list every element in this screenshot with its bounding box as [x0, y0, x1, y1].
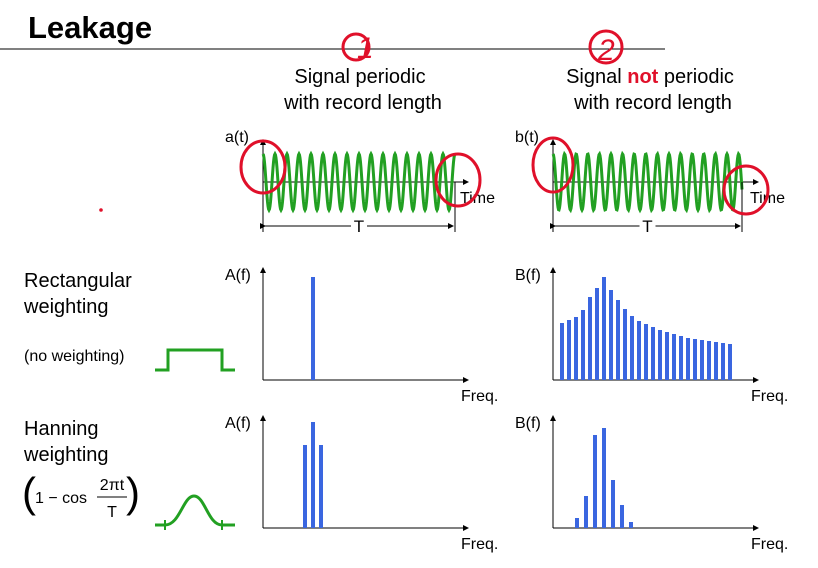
row-label: weighting [23, 444, 109, 466]
formula-numerator: 2πt [100, 477, 125, 494]
spectrum-line [319, 445, 323, 528]
paren: ( [22, 469, 36, 516]
y-label: b(t) [515, 129, 539, 146]
span-label: T [354, 217, 364, 236]
row-label: weighting [23, 296, 109, 318]
spectrum-line [581, 310, 585, 380]
hann-window [155, 494, 235, 527]
spectrum-line [672, 334, 676, 380]
spectrum-line [637, 321, 641, 380]
spectrum-line [686, 338, 690, 380]
spectrum-line [602, 428, 606, 528]
hand-circle [239, 139, 287, 195]
spectrum-line [616, 300, 620, 380]
spectrum-line [575, 518, 579, 528]
spectrum-line [629, 522, 633, 528]
y-label: B(f) [515, 415, 541, 432]
dot [99, 208, 103, 212]
spectrum-line [644, 324, 648, 380]
x-label: Freq. [751, 536, 788, 553]
span-label-bg [351, 217, 367, 235]
heading: Signal not periodic [566, 66, 734, 88]
signal [551, 150, 744, 214]
heading: Signal periodic [294, 66, 425, 88]
spectrum-line [311, 422, 315, 528]
spectrum-line [595, 288, 599, 380]
spectrum-line [728, 344, 732, 380]
heading-part: periodic [664, 66, 734, 88]
spectrum-line [623, 309, 627, 380]
hand-circle [531, 136, 575, 194]
spectrum-line [707, 341, 711, 380]
rect-window [155, 348, 235, 372]
spectrum-line [311, 277, 315, 380]
hand-mark: 1 [357, 32, 374, 65]
heading-emphasis: not [627, 66, 658, 88]
spectrum-line [651, 327, 655, 380]
spectrum-line [584, 496, 588, 528]
y-label: B(f) [515, 267, 541, 284]
spectrum-line [593, 435, 597, 528]
y-label: a(t) [225, 129, 249, 146]
hand-circle [434, 152, 482, 208]
x-label: Freq. [751, 388, 788, 405]
row-note: (no weighting) [24, 348, 125, 365]
spectrum-line [560, 323, 564, 380]
spectrum-line [609, 290, 613, 380]
row-label: Hanning [24, 418, 99, 440]
spectrum-line [714, 342, 718, 380]
spectrum-line [588, 297, 592, 380]
hand-circle [341, 32, 371, 62]
spectrum-line [630, 316, 634, 380]
formula-denominator: T [107, 504, 117, 521]
y-label: A(f) [225, 267, 251, 284]
spectrum-line [693, 339, 697, 380]
spectrum-line [665, 332, 669, 380]
heading: with record length [573, 92, 732, 114]
row-label: Rectangular [24, 270, 132, 292]
span-label: T [642, 217, 652, 236]
plots: Ta(t)TimeA(f)Freq.A(f)Freq.Tb(t)TimeB(f)… [225, 129, 788, 553]
spectrum-line [303, 445, 307, 528]
spectrum-line [679, 336, 683, 380]
hand-circle [722, 164, 770, 216]
x-label: Freq. [461, 536, 498, 553]
spectrum-line [700, 340, 704, 380]
paren: ) [126, 469, 140, 516]
spectrum-line [611, 480, 615, 528]
spectrum-line [620, 505, 624, 528]
spectrum-line [602, 277, 606, 380]
hand-circle [588, 29, 624, 65]
x-label: Freq. [461, 388, 498, 405]
span-label-bg [639, 217, 656, 235]
y-label: A(f) [225, 415, 251, 432]
hand-mark: 2 [597, 34, 615, 67]
spectrum-line [567, 320, 571, 380]
spectrum-line [574, 317, 578, 380]
spectrum-line [658, 330, 662, 380]
heading-part: Signal [566, 66, 622, 88]
spectrum-line [721, 343, 725, 380]
signal [261, 150, 457, 214]
formula: 1 − cos [35, 490, 87, 507]
heading: with record length [283, 92, 442, 114]
title: Leakage [28, 10, 152, 45]
